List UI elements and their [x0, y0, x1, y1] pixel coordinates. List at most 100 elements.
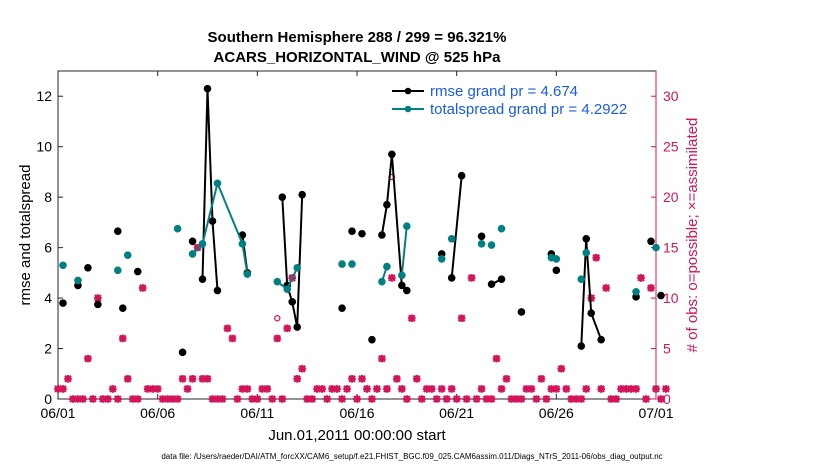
obs-assimilated-point [388, 274, 396, 282]
obs-assimilated-point [94, 294, 102, 302]
spread-point [74, 276, 82, 285]
obs-assimilated-point [482, 395, 491, 403]
spread-point [497, 224, 506, 233]
obs-assimilated-point [353, 395, 361, 403]
rmse-point [378, 231, 386, 239]
obs-assimilated-point [193, 243, 202, 252]
obs-assimilated-point [497, 385, 506, 393]
obs-possible-point [388, 173, 396, 181]
obs-assimilated-point [647, 284, 655, 292]
obs-assimilated-point [572, 395, 581, 403]
obs-assimilated-point [522, 385, 531, 393]
obs-assimilated-point [507, 395, 516, 403]
spread-point [198, 240, 207, 248]
rmse-point [298, 190, 306, 199]
spread-point [188, 250, 197, 258]
obs-assimilated-point [432, 395, 441, 403]
obs-assimilated-point [243, 385, 252, 393]
obs-assimilated-point [607, 395, 615, 403]
obs-assimilated-point [283, 324, 292, 333]
y-right-tick-label: 20 [663, 189, 679, 205]
y-tick-label: 12 [36, 88, 52, 104]
rmse-point [398, 281, 406, 290]
rmse-point [582, 234, 591, 243]
rmse-point [288, 298, 297, 306]
obs-assimilated-point [133, 395, 142, 403]
x-tick-label: 06/01 [40, 405, 75, 421]
chart-title-line2: ACARS_HORIZONTAL_WIND @ 525 hPa [214, 49, 502, 66]
obs-assimilated-point [109, 385, 117, 393]
obs-assimilated-point [143, 385, 152, 393]
obs-assimilated-point [218, 395, 227, 403]
obs-assimilated-point [427, 385, 436, 393]
rmse-point [647, 237, 655, 246]
spread-point [582, 248, 591, 257]
obs-assimilated-point [233, 395, 242, 403]
obs-assimilated-point [562, 385, 571, 393]
obs-assimilated-point [368, 395, 376, 403]
x-tick-label: 07/01 [638, 405, 673, 421]
rmse-point [577, 342, 586, 350]
obs-assimilated-point [383, 385, 391, 393]
rmse-point [178, 348, 187, 357]
obs-assimilated-point [223, 324, 232, 333]
rmse-point [213, 286, 222, 295]
obs-assimilated-point [393, 375, 401, 383]
obs-assimilated-point [138, 284, 147, 292]
obs-assimilated-point [637, 274, 645, 282]
obs-assimilated-point [228, 334, 237, 343]
spread-point [447, 234, 456, 243]
obs-assimilated-point [502, 375, 511, 383]
rmse-point [133, 267, 142, 276]
y-axis-label: rmse and totalspread [17, 165, 34, 306]
y-right-tick-label: 25 [663, 139, 679, 155]
obs-assimilated-point [542, 395, 551, 403]
y-tick-label: 10 [36, 139, 52, 155]
obs-assimilated-point [537, 375, 546, 383]
obs-assimilated-point [552, 385, 561, 393]
obs-assimilated-point [208, 395, 217, 403]
rmse-point [203, 84, 212, 93]
x-tick-label: 06/06 [140, 405, 175, 421]
obs-assimilated-point [128, 395, 137, 403]
obs-assimilated-point [333, 385, 341, 393]
spread-point [348, 260, 356, 268]
obs-assimilated-point [278, 395, 287, 403]
obs-assimilated-point [198, 375, 207, 383]
obs-assimilated-point [467, 274, 476, 282]
obs-assimilated-point [69, 395, 77, 403]
obs-assimilated-point [213, 395, 222, 403]
obs-assimilated-point [163, 395, 172, 403]
obs-assimilated-point [662, 385, 670, 393]
obs-assimilated-point [612, 395, 620, 403]
rmse-point [657, 291, 665, 300]
obs-assimilated-point [442, 395, 451, 403]
rmse-point [188, 237, 197, 246]
obs-assimilated-point [457, 314, 466, 323]
obs-assimilated-point [587, 294, 596, 302]
rmse-point [84, 264, 92, 272]
obs-assimilated-point [263, 385, 272, 393]
spread-point [59, 261, 67, 270]
spread-point [477, 240, 486, 248]
rmse-point [348, 227, 356, 236]
obs-assimilated-point [64, 375, 72, 383]
obs-assimilated-point [417, 395, 426, 403]
obs-assimilated-point [308, 395, 316, 403]
y-tick-label: 2 [44, 341, 52, 357]
obs-assimilated-point [378, 354, 386, 363]
rmse-point [477, 232, 486, 241]
rmse-point [487, 280, 496, 289]
rmse-point [94, 300, 102, 309]
obs-assimilated-point [253, 395, 262, 403]
obs-assimilated-point [74, 395, 82, 403]
obs-assimilated-point [652, 385, 660, 393]
obs-assimilated-point [273, 334, 282, 343]
obs-assimilated-point [183, 385, 192, 393]
spread-point [383, 262, 391, 271]
y-tick-label: 8 [44, 189, 52, 205]
plot-frame [57, 70, 657, 400]
rmse-point [587, 309, 596, 318]
obs-assimilated-point [118, 334, 127, 343]
obs-assimilated-point [313, 385, 321, 393]
